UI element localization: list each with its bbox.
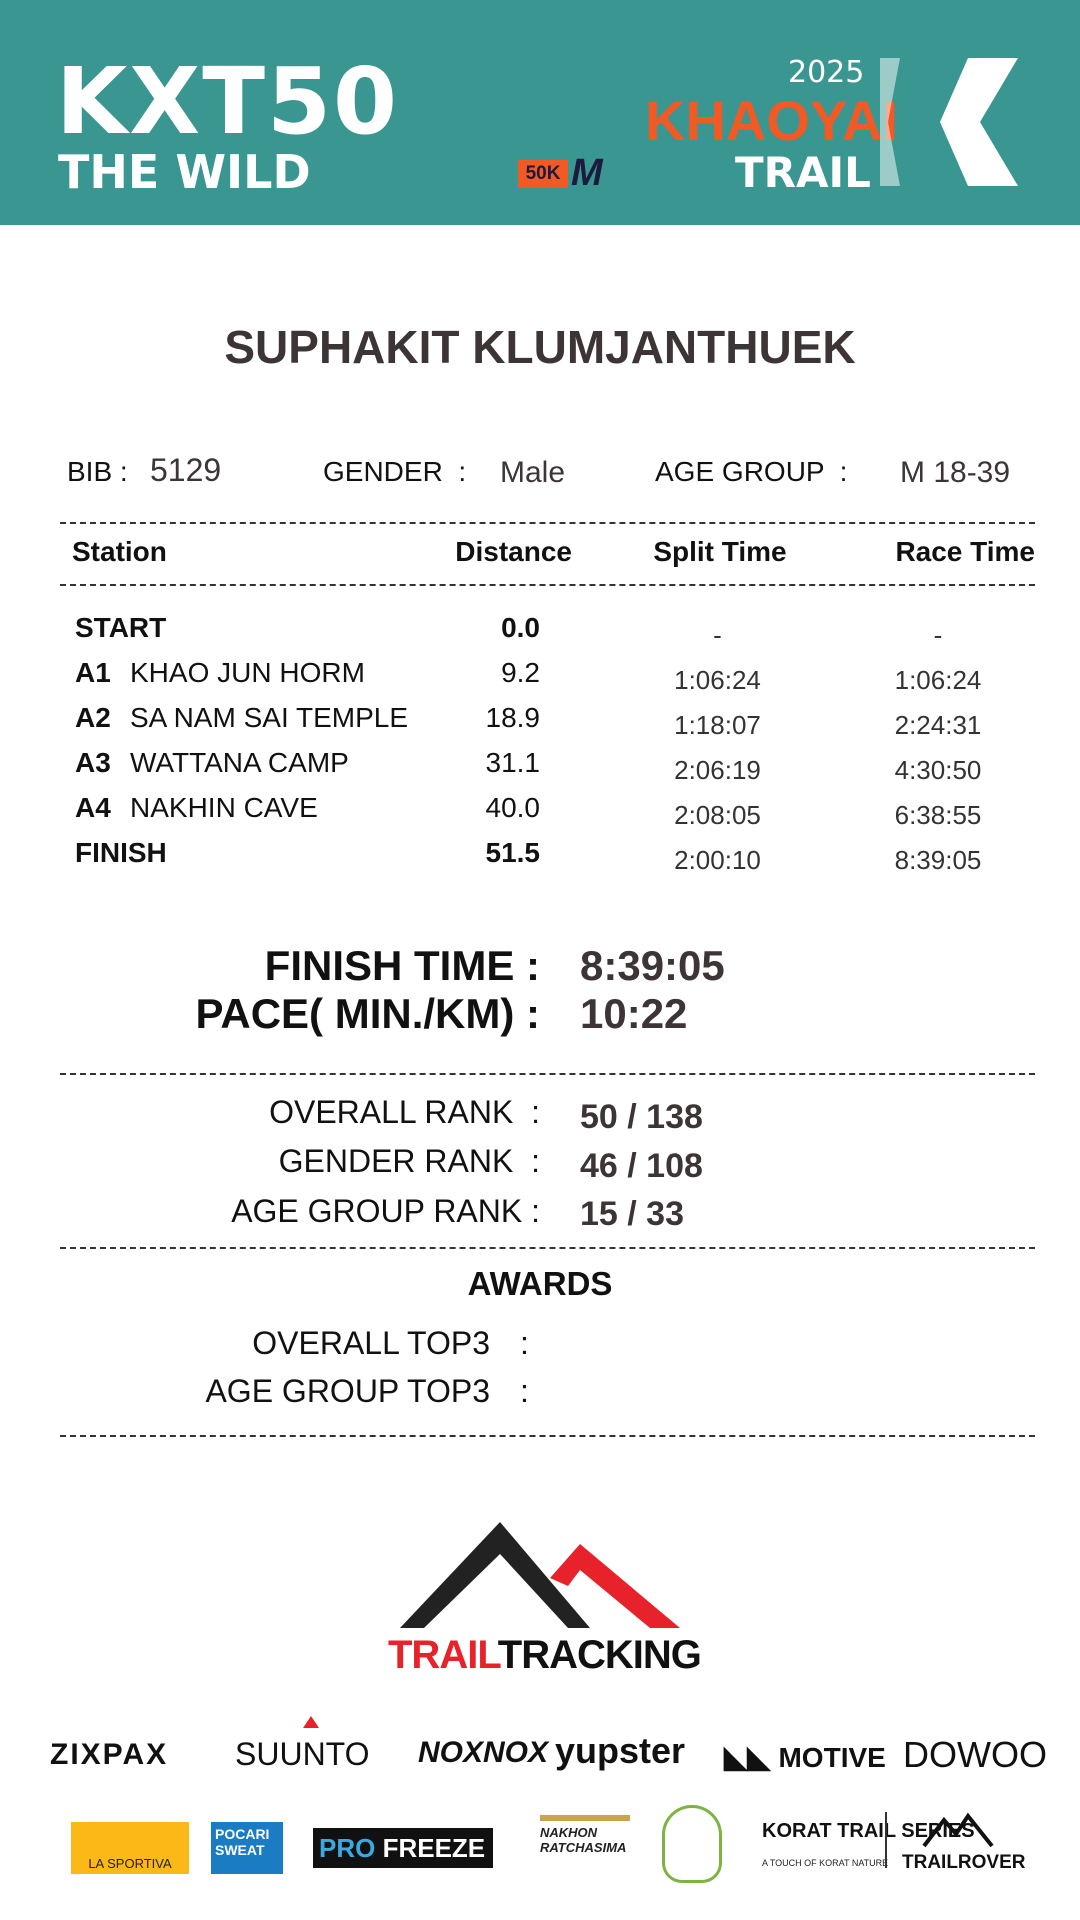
brand-title: KHAOYAI xyxy=(645,89,899,152)
station-code: FINISH xyxy=(75,837,167,868)
race-time: 8:39:05 xyxy=(894,845,982,875)
brand-subtitle: TRAIL xyxy=(735,148,871,197)
trailtracking-mountain-icon xyxy=(400,1522,680,1628)
sponsor-nakhon-ratchasima: NAKHON RATCHASIMA xyxy=(540,1815,630,1855)
age-group-label: AGE GROUP : xyxy=(655,456,848,487)
divider xyxy=(60,522,1035,524)
distance-badge: 50K xyxy=(518,160,568,188)
station-code: A1 xyxy=(75,657,111,688)
split-time: 2:00:10 xyxy=(674,845,761,875)
header-station: Station xyxy=(72,536,167,567)
event-logo: KXT50 xyxy=(56,48,400,155)
motive-text: MOTIVE xyxy=(778,1742,886,1773)
trailtracking-logo: TRAILTRACKING xyxy=(388,1633,702,1678)
divider xyxy=(60,1073,1035,1075)
event-subtitle: THE WILD xyxy=(58,145,311,199)
sponsor-zixpax: ZIXPAX xyxy=(50,1738,169,1771)
sponsor-la-sportiva: LA SPORTIVA xyxy=(71,1822,189,1874)
pro-text: PRO xyxy=(319,1833,376,1863)
freeze-text: FREEZE xyxy=(382,1833,486,1863)
finish-time-label: FINISH TIME : xyxy=(264,942,540,989)
sponsor-korat-trail-series: KORAT TRAIL SERIES xyxy=(762,1820,975,1842)
pace-value: 10:22 xyxy=(580,990,688,1037)
station-code: A4 xyxy=(75,792,111,823)
split-time: - xyxy=(713,620,722,650)
station-distance: 40.0 xyxy=(485,792,541,823)
station-distance: 31.1 xyxy=(485,747,541,778)
split-time: 2:08:05 xyxy=(674,800,761,830)
logo-part-trail: TRAIL xyxy=(388,1633,499,1677)
station-distance: 51.5 xyxy=(485,837,541,868)
station-distance: 0.0 xyxy=(501,612,540,643)
station-distance: 18.9 xyxy=(485,702,541,733)
runner-name: SUPHAKIT KLUMJANTHUEK xyxy=(224,321,856,373)
station-code: A2 xyxy=(75,702,111,733)
overall-top3-label: OVERALL TOP3 xyxy=(252,1325,490,1361)
sponsor-yupster: yupster xyxy=(555,1730,686,1771)
suunto-triangle-icon xyxy=(303,1716,319,1728)
sponsor-dowoo: DOWOO xyxy=(903,1734,1047,1775)
awards-title: AWARDS xyxy=(467,1265,613,1302)
trailrover-mountain-icon xyxy=(922,1812,994,1848)
age-group-top3-label: AGE GROUP TOP3 xyxy=(205,1373,490,1409)
sponsor-trailrover: TRAILROVER xyxy=(902,1852,1026,1873)
station-code: START xyxy=(75,612,167,643)
station-name: SA NAM SAI TEMPLE xyxy=(130,702,409,733)
event-year: 2025 xyxy=(788,55,865,90)
korat-tagline: A TOUCH OF KORAT NATURE xyxy=(762,1858,889,1868)
pace-label: PACE( MIN./KM) : xyxy=(195,990,540,1037)
age-group-rank-label: AGE GROUP RANK : xyxy=(231,1193,540,1229)
logo-part-tracking: TRACKING xyxy=(497,1633,702,1677)
sponsor-noxnox: NOXNOX xyxy=(418,1736,549,1769)
header-split-time: Split Time xyxy=(653,536,787,567)
sponsor-pro-freeze: PRO FREEZE xyxy=(313,1828,493,1868)
bib-value: 5129 xyxy=(150,452,222,488)
split-time: 1:18:07 xyxy=(674,710,761,740)
race-time: 6:38:55 xyxy=(894,800,982,830)
sponsor-pocari-sweat: POCARI SWEAT xyxy=(211,1822,283,1874)
sponsor-motive: ◣◣ MOTIVE xyxy=(724,1741,886,1774)
split-time: 2:06:19 xyxy=(674,755,761,785)
header-distance: Distance xyxy=(455,536,572,567)
overall-top3-colon: : xyxy=(520,1325,529,1361)
race-time: - xyxy=(933,620,943,650)
station-name: WATTANA CAMP xyxy=(130,747,349,778)
distance-badge-letter: M xyxy=(571,152,603,194)
gender-label: GENDER : xyxy=(323,456,467,487)
x-mark-icon xyxy=(880,58,1018,186)
race-time: 1:06:24 xyxy=(894,665,982,695)
gender-rank-value: 46 / 108 xyxy=(580,1147,703,1185)
finish-time-value: 8:39:05 xyxy=(580,942,725,989)
provincial-seal-icon xyxy=(662,1805,722,1883)
split-time: 1:06:24 xyxy=(674,665,761,695)
divider xyxy=(60,1435,1035,1437)
divider xyxy=(60,584,1035,586)
overall-rank-value: 50 / 138 xyxy=(580,1098,703,1136)
station-code: A3 xyxy=(75,747,111,778)
divider xyxy=(60,1247,1035,1249)
header-race-time: Race Time xyxy=(895,536,1035,567)
race-time: 4:30:50 xyxy=(894,755,982,785)
station-name: KHAO JUN HORM xyxy=(130,657,365,688)
age-group-value: M 18-39 xyxy=(900,456,1011,489)
age-group-rank-value: 15 / 33 xyxy=(580,1195,684,1233)
overall-rank-label: OVERALL RANK : xyxy=(269,1094,540,1130)
sponsor-suunto: SUUNTO xyxy=(235,1736,370,1772)
bib-label: BIB : xyxy=(67,456,128,487)
divider xyxy=(885,1812,887,1868)
gender-rank-label: GENDER RANK : xyxy=(278,1143,540,1179)
age-group-top3-colon: : xyxy=(520,1373,529,1409)
station-name: NAKHIN CAVE xyxy=(130,792,318,823)
race-time: 2:24:31 xyxy=(894,710,982,740)
header-banner: KXT50 THE WILD 50K M 2025 KHAOYAI TRAIL xyxy=(0,0,1080,225)
station-distance: 9.2 xyxy=(501,657,540,688)
gender-value: Male xyxy=(500,456,566,489)
